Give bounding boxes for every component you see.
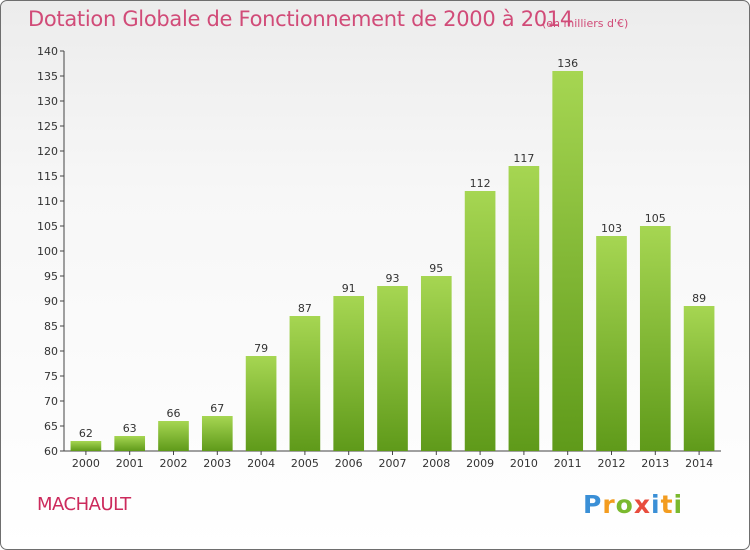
y-tick-label: 90 (44, 295, 58, 308)
y-tick-label: 80 (44, 345, 58, 358)
x-tick-label: 2010 (510, 457, 538, 470)
y-tick-label: 95 (44, 270, 58, 283)
bar (552, 71, 584, 451)
data-label: 136 (557, 57, 578, 70)
data-label: 112 (470, 177, 491, 190)
y-tick-label: 105 (37, 220, 58, 233)
commune-name: MACHAULT (37, 494, 131, 515)
logo-letter: t (660, 490, 674, 519)
logo-letter: r (602, 490, 616, 519)
bar (201, 416, 233, 451)
logo-letter: o (615, 490, 634, 519)
x-tick-label: 2014 (685, 457, 713, 470)
x-tick-label: 2004 (247, 457, 275, 470)
bar (508, 166, 540, 451)
data-label: 89 (692, 292, 706, 305)
data-label: 66 (167, 407, 181, 420)
x-tick-label: 2002 (160, 457, 188, 470)
bar (464, 191, 496, 451)
proxiti-logo[interactable]: Proxiti (583, 490, 683, 519)
x-tick-label: 2001 (116, 457, 144, 470)
data-label: 62 (79, 427, 93, 440)
x-tick-label: 2011 (554, 457, 582, 470)
y-tick-label: 65 (44, 420, 58, 433)
x-tick-label: 2013 (641, 457, 669, 470)
data-labels: 62 63 66 67 79 87 91 93 95 112 117 136 103 105 89 (79, 57, 706, 440)
y-tick-label: 135 (37, 70, 58, 83)
x-tick-label: 2006 (335, 457, 363, 470)
x-tick-label: 2008 (422, 457, 450, 470)
y-tick-label: 125 (37, 120, 58, 133)
y-tick-label: 130 (37, 95, 58, 108)
bar (289, 316, 321, 451)
bar (245, 356, 277, 451)
data-label: 103 (601, 222, 622, 235)
data-label: 95 (429, 262, 443, 275)
data-label: 91 (342, 282, 356, 295)
bar (333, 296, 365, 451)
bar (377, 286, 408, 451)
y-tick-label: 140 (37, 45, 58, 58)
y-tick-label: 60 (44, 445, 58, 458)
bar (114, 436, 146, 451)
data-label: 79 (254, 342, 268, 355)
y-tick-label: 115 (37, 170, 58, 183)
data-label: 105 (645, 212, 666, 225)
bars (70, 71, 715, 451)
y-tick-label: 100 (37, 245, 58, 258)
data-label: 87 (298, 302, 312, 315)
logo-letter: i (673, 490, 684, 519)
x-tick-label: 2009 (466, 457, 494, 470)
x-tick-label: 2007 (379, 457, 407, 470)
data-label: 117 (513, 152, 534, 165)
y-tick-label: 120 (37, 145, 58, 158)
data-label: 67 (210, 402, 224, 415)
bar (420, 276, 452, 451)
logo-letter: P (583, 490, 603, 519)
bar (596, 236, 627, 451)
x-axis: 2000 2001 2002 2003 2004 2005 2006 2007 2008 2009… (64, 450, 721, 470)
x-tick-label: 2000 (72, 457, 100, 470)
x-tick-label: 2005 (291, 457, 319, 470)
y-tick-label: 110 (37, 195, 58, 208)
bar (639, 226, 671, 451)
bar (683, 306, 715, 451)
x-tick-label: 2003 (203, 457, 231, 470)
data-label: 63 (123, 422, 137, 435)
chart-title: Dotation Globale de Fonctionnement de 20… (28, 7, 573, 31)
logo-letter: i (651, 490, 661, 519)
y-tick-label: 70 (44, 395, 58, 408)
data-label: 93 (386, 272, 400, 285)
y-tick-label: 85 (44, 320, 58, 333)
bar (158, 421, 189, 451)
y-tick-label: 75 (44, 370, 58, 383)
chart-subtitle: (en milliers d'€) (542, 17, 629, 30)
bar (70, 441, 102, 451)
x-tick-label: 2012 (598, 457, 626, 470)
y-axis: 60 65 70 75 80 85 90 95 100 105 110 115 120 125 130 135… (37, 45, 65, 458)
logo-letter: x (633, 490, 651, 519)
